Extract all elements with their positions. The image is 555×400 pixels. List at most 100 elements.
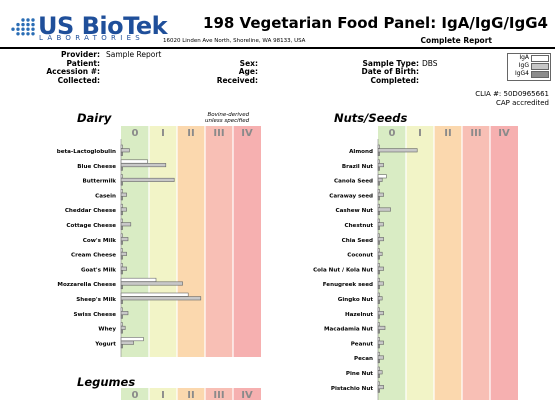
legend-igg4-label: IgG4 [514, 70, 529, 77]
food-label: Chestnut [344, 223, 373, 229]
class-zone-2 [177, 388, 205, 400]
class-label-1: I [161, 390, 165, 400]
food-label: Gingko Nut [338, 297, 374, 303]
food-label: Coconut [347, 253, 373, 259]
iga-bar [377, 174, 387, 179]
dairy-note: Bovine-derived unless specified [205, 112, 249, 124]
accession-label: Accession #: [46, 67, 100, 77]
food-label: Cashew Nut [336, 208, 374, 214]
brand-tagline: LABORATORIES [39, 34, 145, 42]
igg-bar [120, 340, 134, 345]
legumes-chart: 0 I II III IV [121, 388, 261, 400]
igg-bar [377, 163, 384, 168]
food-label: Cottage Cheese [66, 223, 116, 229]
food-label: Pistachio Nut [331, 386, 373, 392]
sample-type-label: Sample Type: [362, 58, 419, 68]
report-status: Complete Report [420, 36, 492, 45]
class-label-0: 0 [132, 390, 139, 400]
logo-dot [26, 27, 30, 31]
igg-bar [377, 311, 384, 316]
logo-dots-icon [11, 18, 35, 36]
class-zone-4 [233, 126, 261, 357]
food-label: Goat's Milk [81, 267, 116, 273]
iga-bar [120, 159, 148, 164]
igg-bar [377, 370, 383, 375]
collected-label: Collected: [57, 75, 100, 85]
food-label: Cream Cheese [71, 253, 116, 259]
dairy-title: Dairy [77, 111, 112, 125]
igg-bar [377, 222, 384, 227]
igg-bar [120, 281, 183, 286]
sample-type-value: DBS [422, 58, 438, 68]
igg-bar [120, 192, 127, 197]
logo-dot [21, 32, 25, 36]
logo-dot [26, 18, 30, 22]
logo-dot [16, 32, 20, 36]
header-divider [0, 47, 555, 49]
class-zone-4 [490, 126, 518, 400]
food-label: Cola Nut / Kola Nut [313, 267, 373, 273]
legend-iga-label: IgA [519, 54, 529, 61]
received-label: Received: [216, 75, 258, 85]
food-label: Almond [349, 149, 373, 155]
food-label: Hazelnut [345, 312, 373, 318]
legend-igg-label: IgG [518, 62, 529, 69]
food-label: Pecan [354, 356, 373, 362]
class-zone-1 [149, 126, 177, 357]
logo-dot [31, 22, 35, 27]
logo-dot [31, 18, 35, 22]
brand-name: US BioTek [38, 12, 168, 40]
class-zone-4 [233, 388, 261, 400]
class-zone-2 [434, 126, 462, 400]
logo-dot [31, 27, 35, 31]
logo-dot [21, 27, 25, 31]
igg-bar [120, 207, 127, 212]
food-label: Fenugreek seed [323, 282, 373, 288]
igg-bar [120, 251, 127, 256]
legend-igg4-swatch [531, 71, 549, 78]
logo-dot [21, 22, 25, 27]
age-label: Age: [238, 67, 258, 77]
food-label: Yogurt [94, 341, 116, 347]
food-label: Canola Seed [334, 179, 373, 185]
food-label: beta-Lactoglobulin [57, 149, 116, 155]
food-label: Macadamia Nut [324, 327, 373, 333]
legend-iga-swatch [531, 55, 549, 62]
class-label-2: II [444, 128, 451, 139]
food-label: Whey [98, 327, 116, 333]
food-label: Cow's Milk [83, 238, 117, 244]
class-zone-0 [121, 388, 149, 400]
igg-bar [120, 325, 126, 330]
sex-label: Sex: [239, 58, 258, 68]
dob-label: Date of Birth: [361, 67, 419, 77]
logo-dot [11, 27, 15, 31]
food-label: Chia Seed [342, 238, 373, 244]
food-label: Caraway seed [329, 193, 373, 199]
class-zone-1 [406, 126, 434, 400]
igg-bar [377, 340, 384, 345]
dairy-note-line2: unless specified [205, 118, 250, 124]
igg-bar [120, 177, 175, 182]
igg-bar [120, 311, 129, 316]
food-label: Buttermilk [82, 179, 116, 185]
class-label-3: III [213, 390, 224, 400]
antibody-legend: IgA IgG IgG4 [507, 53, 551, 81]
class-label-2: II [187, 128, 194, 139]
legumes-title: Legumes [77, 375, 136, 389]
iga-bar [120, 337, 144, 342]
class-zone-3 [205, 388, 233, 400]
food-label: Swiss Cheese [73, 312, 116, 318]
class-zone-2 [177, 126, 205, 357]
class-label-4: IV [498, 128, 510, 139]
legend-igg-swatch [531, 63, 549, 70]
clia-number: CLIA #: 50D0965661 [475, 90, 549, 98]
igg-bar [377, 355, 384, 360]
food-label: Brazil Nut [342, 164, 373, 170]
class-zone-1 [149, 388, 177, 400]
class-label-1: I [161, 128, 165, 139]
igg-bar [377, 148, 418, 153]
dairy-note-line1: Bovine-derived [207, 112, 250, 118]
class-zone-3 [462, 126, 490, 400]
